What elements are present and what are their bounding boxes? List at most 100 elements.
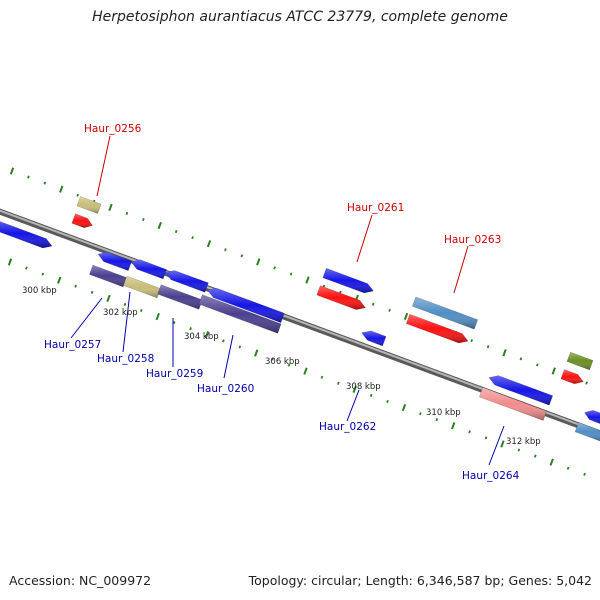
- gene-arrow-shading: [98, 252, 132, 271]
- scale-tick: [468, 430, 471, 434]
- gene-haur-0256-shading: [71, 213, 93, 228]
- scale-tick: [41, 272, 45, 276]
- scale-tick: [500, 440, 505, 448]
- scale-tick: [43, 181, 47, 185]
- scale-tick: [401, 403, 407, 412]
- leader-line: [223, 334, 234, 379]
- gene-arrow-shading: [131, 259, 167, 279]
- scale-label: 308 kbp: [346, 382, 381, 392]
- scale-tick: [206, 240, 212, 248]
- scale-tick: [240, 254, 244, 258]
- scale-tick: [303, 367, 308, 375]
- scale-tick: [59, 185, 64, 193]
- leader-line: [70, 297, 103, 339]
- gene-arrow-shading: [0, 221, 52, 248]
- scale-tick: [289, 272, 293, 276]
- scale-tick: [388, 308, 391, 312]
- scale-tick: [7, 258, 13, 266]
- scale-tick: [451, 422, 456, 430]
- scale-tick: [174, 230, 178, 234]
- scale-tick: [222, 339, 225, 343]
- gene-haur-0258-shading: [123, 276, 161, 298]
- scale-tick: [256, 258, 261, 266]
- gene-label-haur-0264: Haur_0264: [462, 470, 520, 482]
- leader-line: [488, 425, 505, 466]
- scale-tick: [123, 302, 127, 306]
- scale-tick: [273, 266, 276, 270]
- accession-text: Accession: NC_009972: [9, 573, 152, 588]
- gene-haur-0257-shading: [89, 265, 127, 287]
- gene-label-haur-0263: Haur_0263: [444, 234, 501, 246]
- leader-line: [356, 214, 373, 263]
- scale-tick: [125, 211, 129, 215]
- gene-label-haur-0259: Haur_0259: [146, 368, 203, 380]
- scale-tick: [140, 308, 143, 313]
- scale-tick: [305, 276, 310, 284]
- scale-tick: [74, 284, 77, 288]
- scale-tick: [536, 363, 539, 367]
- gene-haur-0259-shading: [157, 284, 203, 310]
- scale-tick: [224, 248, 227, 252]
- scale-tick: [549, 458, 554, 466]
- scale-tick: [583, 472, 586, 476]
- scale-label: 304 kbp: [184, 332, 219, 342]
- scale-tick: [403, 312, 409, 321]
- scale-tick: [585, 381, 588, 385]
- scale-tick: [57, 276, 62, 284]
- leader-line: [453, 245, 469, 294]
- scale-tick: [25, 266, 28, 270]
- gene-haur-0262-shading: [361, 330, 386, 346]
- gene-arrow-shading: [322, 268, 374, 293]
- scale-tick: [189, 327, 192, 331]
- gene-arrow-shading: [489, 375, 553, 406]
- gene-arrow-shading: [165, 270, 209, 293]
- scale-label: 306 kbp: [265, 357, 300, 367]
- gene-label-haur-0256: Haur_0256: [84, 123, 142, 135]
- gene-label-haur-0261: Haur_0261: [347, 202, 404, 214]
- scale-tick: [287, 363, 291, 367]
- scale-tick: [157, 221, 162, 230]
- scale-tick: [419, 412, 422, 416]
- scale-tick: [238, 345, 242, 349]
- scale-tick: [369, 393, 373, 397]
- scale-tick: [106, 294, 111, 303]
- map-title: Herpetosiphon aurantiacus ATCC 23779, co…: [92, 9, 508, 25]
- scale-tick: [254, 349, 259, 357]
- gene-arrow-shading: [584, 410, 600, 424]
- gene-label-haur-0258: Haur_0258: [97, 353, 154, 365]
- scale-tick: [337, 381, 340, 385]
- gene-haur-0263-shading: [406, 314, 468, 343]
- gene-haur-0260-shading: [198, 294, 282, 334]
- scale-label: 302 kbp: [103, 308, 138, 318]
- scale-tick: [517, 448, 521, 452]
- scale-tick: [27, 175, 30, 179]
- scale-tick: [90, 290, 94, 294]
- scale-tick: [76, 193, 79, 197]
- gene-haur-0263-block-shading: [412, 296, 478, 330]
- scale-tick: [484, 436, 488, 440]
- leader-line: [122, 291, 131, 353]
- scale-tick: [566, 466, 570, 470]
- scale-tick: [271, 357, 274, 361]
- gene-arrow-shading: [560, 369, 584, 384]
- scale-tick: [142, 217, 145, 222]
- gene-label-haur-0262: Haur_0262: [319, 421, 376, 433]
- gene-haur-0264-shading: [479, 387, 547, 421]
- scale-tick: [172, 321, 176, 325]
- scale-tick: [486, 345, 490, 349]
- scale-tick: [191, 236, 194, 240]
- scale-tick: [320, 375, 324, 379]
- gene-label-haur-0257: Haur_0257: [44, 339, 101, 351]
- scale-tick: [108, 203, 113, 211]
- scale-tick: [551, 367, 556, 375]
- scale-tick: [371, 302, 375, 306]
- scale-label: 312 kbp: [506, 437, 541, 447]
- genome-summary-text: Topology: circular; Length: 6,346,587 bp…: [248, 573, 592, 588]
- scale-tick: [9, 167, 15, 175]
- scale-tick: [386, 399, 389, 404]
- leader-line: [346, 389, 360, 422]
- gene-block-shading: [567, 352, 593, 370]
- scale-tick: [155, 312, 160, 321]
- gene-label-haur-0260: Haur_0260: [197, 383, 254, 395]
